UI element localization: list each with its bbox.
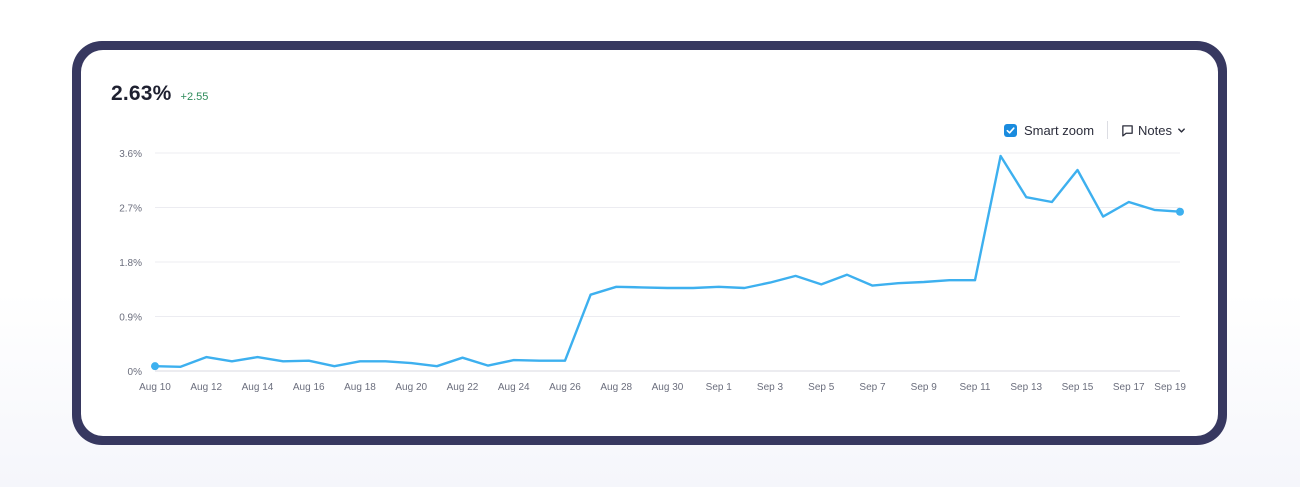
x-tick-label: Aug 16: [293, 382, 325, 393]
x-tick-label: Aug 26: [549, 382, 581, 393]
note-icon: [1121, 124, 1134, 137]
x-tick-label: Sep 15: [1062, 382, 1094, 393]
chart-card: 2.63% +2.55 Smart zoom Notes: [81, 50, 1218, 436]
x-tick-label: Aug 22: [447, 382, 479, 393]
x-tick-label: Aug 12: [190, 382, 222, 393]
metric-value: 2.63%: [111, 82, 172, 105]
chevron-down-icon: [1177, 126, 1186, 135]
x-tick-label: Sep 1: [706, 382, 733, 393]
series-end-point: [1176, 207, 1184, 216]
smart-zoom-label: Smart zoom: [1023, 122, 1095, 138]
metric-summary: 2.63% +2.55: [111, 82, 208, 106]
x-tick-label: Sep 17: [1113, 382, 1145, 393]
y-tick-label: 1.8%: [119, 258, 142, 269]
series-start-point: [151, 362, 159, 371]
x-tick-label: Aug 10: [139, 382, 171, 393]
x-tick-label: Sep 9: [911, 382, 938, 393]
series-line: [153, 154, 1182, 368]
x-tick-label: Aug 30: [652, 382, 684, 393]
metric-change: +2.55: [180, 91, 209, 103]
x-tick-label: Aug 28: [600, 382, 632, 393]
y-tick-label: 2.7%: [119, 204, 142, 215]
notes-dropdown[interactable]: Notes: [1121, 123, 1186, 138]
x-tick-label: Sep 11: [960, 382, 991, 393]
notes-label: Notes: [1138, 122, 1172, 138]
y-tick-label: 0%: [128, 367, 143, 378]
y-tick-label: 3.6%: [119, 149, 142, 160]
x-tick-label: Aug 20: [395, 382, 427, 393]
chart-controls: Smart zoom Notes: [1003, 121, 1186, 139]
x-tick-label: Sep 3: [757, 382, 784, 393]
y-tick-label: 0.9%: [119, 313, 142, 324]
x-tick-label: Aug 14: [242, 382, 274, 393]
checkbox-checked-icon[interactable]: [1003, 123, 1017, 137]
x-tick-label: Sep 19: [1154, 382, 1186, 393]
smart-zoom-toggle[interactable]: Smart zoom: [1003, 122, 1095, 138]
x-tick-label: Aug 24: [498, 382, 530, 393]
x-tick-label: Sep 13: [1010, 382, 1042, 393]
controls-divider: [1107, 121, 1109, 139]
x-tick-label: Sep 5: [808, 382, 835, 393]
x-tick-label: Sep 7: [859, 382, 886, 393]
card-frame: 2.63% +2.55 Smart zoom Notes: [72, 41, 1227, 445]
x-tick-label: Aug 18: [344, 382, 376, 393]
